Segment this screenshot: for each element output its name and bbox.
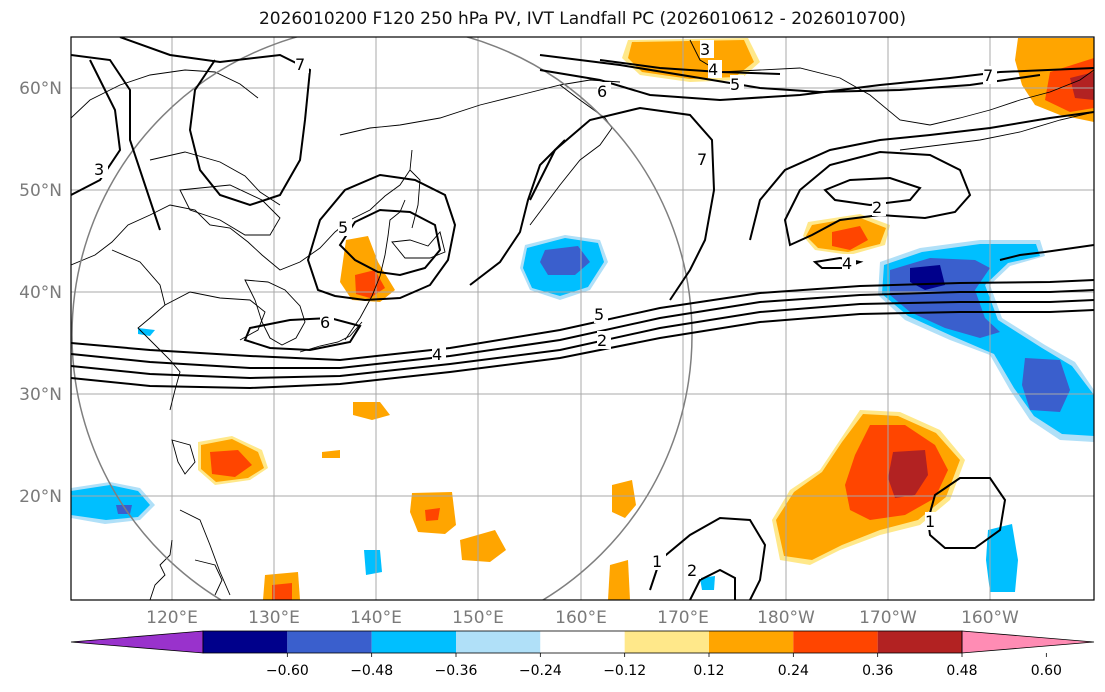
colorbar-tick-label: 0.24 <box>778 663 809 679</box>
lon-label: 140°E <box>350 608 402 628</box>
lon-label: 170°E <box>657 608 709 628</box>
colorbar-swatch <box>287 631 372 653</box>
colorbar-swatch <box>793 631 878 653</box>
lon-label: 130°E <box>248 608 300 628</box>
colorbar-tick-label: −0.60 <box>266 663 309 679</box>
lon-label: 160°W <box>961 608 1019 628</box>
colorbar-swatch <box>624 631 709 653</box>
lat-label: 40°N <box>19 283 62 303</box>
contour-label: 4 <box>708 60 718 79</box>
contour-label: 1 <box>652 552 662 571</box>
colorbar-tick-label: −0.24 <box>519 663 562 679</box>
colorbar-tick-label: 0.60 <box>1031 663 1062 679</box>
contour-label: 3 <box>700 40 710 59</box>
map-title: 2026010200 F120 250 hPa PV, IVT Landfall… <box>258 9 906 29</box>
contour-labels: 3 4 5 6 5 6 4 5 2 2 4 7 3 7 <box>94 40 997 580</box>
contour-label: 2 <box>687 561 697 580</box>
lat-label: 30°N <box>19 385 62 405</box>
contour-label: 7 <box>697 150 707 169</box>
contour-label: 4 <box>842 254 852 273</box>
colorbar-tick-label: 0.36 <box>862 663 893 679</box>
colorbar-extension-low <box>70 630 204 654</box>
pv-contours <box>71 37 1094 600</box>
coastlines <box>71 39 1094 600</box>
colorbar: −0.60 −0.48 −0.36 −0.24 −0.12 0.12 0.24 0.36 0.4… <box>70 630 1095 679</box>
contour-label: 1 <box>925 512 935 531</box>
contour-label: 6 <box>320 313 330 332</box>
contour-label: 2 <box>872 198 882 217</box>
lat-label: 20°N <box>19 487 62 507</box>
lon-label: 160°E <box>555 608 607 628</box>
lat-label: 60°N <box>19 79 62 99</box>
contour-label: 7 <box>983 66 993 85</box>
colorbar-swatch <box>203 631 288 653</box>
contour-label: 5 <box>338 218 348 237</box>
contour-label: 7 <box>295 55 305 74</box>
colorbar-tick-label: −0.12 <box>603 663 646 679</box>
latitude-labels: 60°N 50°N 40°N 30°N 20°N <box>19 79 62 507</box>
colorbar-tick-label: 0.48 <box>946 663 977 679</box>
lat-label: 50°N <box>19 181 62 201</box>
colorbar-frame <box>202 630 963 654</box>
contour-label: 2 <box>597 331 607 350</box>
colorbar-swatch <box>371 631 456 653</box>
longitude-labels: 120°E 130°E 140°E 150°E 160°E 170°E 180°… <box>146 608 1019 628</box>
colorbar-extension-high <box>961 630 1095 654</box>
colorbar-swatch <box>456 631 541 653</box>
contour-label: 3 <box>94 160 104 179</box>
contour-label: 6 <box>597 82 607 101</box>
colorbar-tick-label: 0.12 <box>693 663 724 679</box>
lon-label: 150°E <box>452 608 504 628</box>
lon-label: 120°E <box>146 608 198 628</box>
lon-label: 170°W <box>859 608 917 628</box>
map-frame <box>70 36 1095 601</box>
colorbar-swatch <box>540 631 625 653</box>
colorbar-swatch <box>877 631 962 653</box>
contour-label: 5 <box>730 75 740 94</box>
map-graticule <box>71 37 1094 600</box>
lon-label: 180°W <box>757 608 815 628</box>
colorbar-tick-label: −0.36 <box>435 663 478 679</box>
colorbar-tick-label: −0.48 <box>350 663 393 679</box>
contour-label: 4 <box>432 345 442 364</box>
contour-label: 5 <box>594 305 604 324</box>
landfall-radius-circle <box>71 37 693 600</box>
colorbar-swatch <box>709 631 794 653</box>
